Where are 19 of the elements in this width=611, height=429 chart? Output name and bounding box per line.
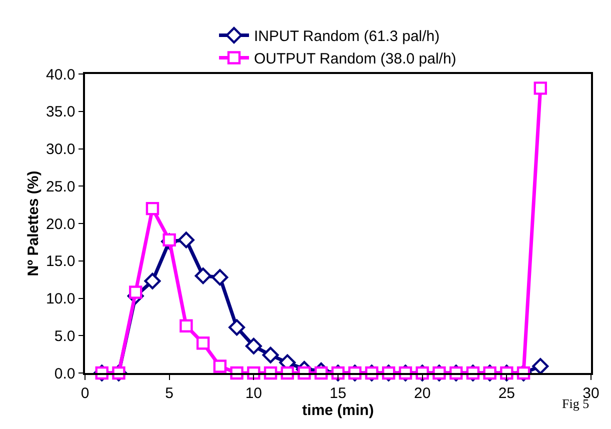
y-tick-label: 5.0	[54, 328, 76, 345]
y-tick-label: 10.0	[46, 290, 76, 308]
y-tick-label: 15.0	[46, 253, 76, 270]
x-tick-label: 15	[330, 384, 346, 402]
x-axis-title: time (min)	[302, 402, 374, 419]
x-tick-label: 10	[245, 384, 262, 402]
y-tick-label: 25.0	[46, 178, 76, 196]
y-tick-label: 35.0	[46, 104, 76, 121]
x-tick-label: 5	[165, 384, 174, 402]
x-tick-label: 20	[414, 384, 431, 402]
y-tick-label: 0.0	[54, 365, 76, 382]
legend-label: INPUT Random (61.3 pal/h)	[254, 28, 440, 46]
legend-label: OUTPUT Random (38.0 pal/h)	[254, 50, 456, 68]
x-tick-label: 25	[498, 384, 516, 402]
x-tick-label: 0	[80, 384, 90, 402]
y-tick-label: 30.0	[46, 141, 76, 158]
y-tick-label: 20.0	[46, 216, 76, 233]
y-axis-title: Nº Palettes (%)	[24, 170, 42, 276]
y-tick-label: 40.0	[46, 66, 76, 84]
